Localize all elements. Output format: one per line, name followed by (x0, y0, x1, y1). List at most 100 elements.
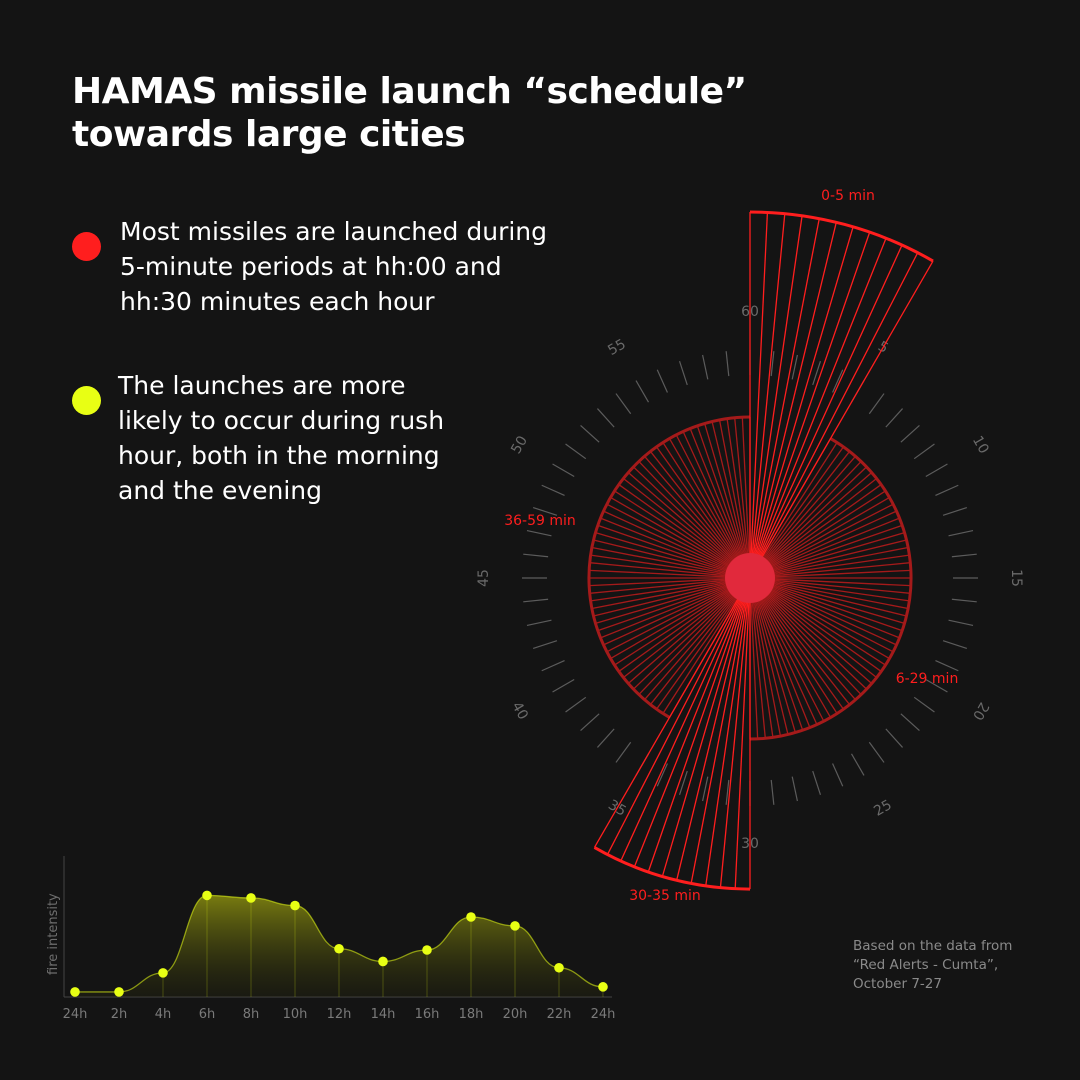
radial-ray (763, 554, 910, 577)
radial-ray (668, 438, 744, 567)
dial-tick (678, 770, 688, 796)
radial-ray (753, 231, 871, 565)
radial-segment-arc (749, 210, 934, 263)
radial-ray (759, 587, 862, 695)
dial-tick (791, 354, 798, 380)
radial-ray (589, 578, 737, 587)
segment-label: 36-59 min (504, 513, 576, 529)
radial-ray (756, 438, 832, 567)
dial-tick (925, 678, 948, 693)
area-y-axis-label: fire intensity (46, 893, 61, 975)
dial-tick (656, 763, 668, 787)
dial-label: 10 (969, 433, 992, 456)
area-data-point (378, 956, 388, 967)
radial-ray (741, 417, 750, 565)
dial-tick (523, 598, 549, 603)
source-line: October 7-27 (853, 976, 942, 992)
radial-ray (759, 466, 867, 569)
radial-ray (597, 524, 737, 575)
source-line: “Red Alerts - Cumta”, (853, 957, 999, 973)
radial-ray (762, 503, 894, 573)
radial-ray (762, 517, 900, 574)
area-x-tick-label: 4h (155, 1007, 172, 1022)
dial-tick (948, 530, 974, 537)
area-data-point (158, 968, 168, 978)
area-x-tick-label: 8h (243, 1007, 260, 1022)
area-data-point (422, 945, 432, 955)
dial-tick (541, 484, 565, 496)
dial-tick (725, 351, 730, 377)
dial-tick (868, 741, 885, 763)
dial-tick (832, 763, 844, 787)
dial-tick (580, 713, 600, 732)
radial-segment (587, 415, 751, 719)
radial-ray (614, 585, 739, 666)
dial-tick (615, 393, 632, 415)
dial-tick (948, 619, 974, 626)
radial-ray (623, 586, 740, 679)
radial-ray (752, 591, 782, 737)
radial-ray (610, 584, 739, 660)
dial-tick (868, 393, 885, 415)
radial-ray (750, 591, 766, 739)
radial-ray (761, 585, 882, 672)
radial-ray (763, 581, 903, 632)
title-line: HAMAS missile launch “schedule” (72, 71, 747, 112)
title-line: towards large cities (72, 114, 466, 155)
radial-ray (760, 472, 873, 570)
bullet-point-rush-hour: The launches are more likely to occur du… (72, 368, 502, 508)
radial-ray (603, 583, 738, 646)
dial-tick (812, 360, 822, 386)
radial-ray (633, 466, 741, 569)
radial-ray (662, 442, 743, 567)
segment-label: 6-29 min (896, 671, 959, 687)
area-x-tick-label: 22h (547, 1007, 572, 1022)
radial-ray (662, 589, 743, 714)
dial-tick (942, 506, 968, 516)
area-x-tick-labels: 24h 2h 4h 6h 8h 10h 12h 14h 16h 18h 20h 22h 24h (63, 1007, 616, 1022)
radial-ray (755, 244, 903, 566)
radial-ray (757, 446, 844, 567)
radial-ray (761, 490, 886, 571)
radial-ray (591, 580, 737, 610)
radial-segment-arc (587, 415, 751, 719)
red-dot-icon (72, 232, 101, 261)
dial-tick (935, 660, 959, 672)
radial-ray (761, 496, 890, 572)
dial-tick (791, 776, 798, 802)
bullet-line: hour, both in the morning (118, 441, 440, 470)
dial-tick (951, 598, 977, 603)
radial-ray (719, 591, 750, 888)
radial-center-dot (725, 553, 775, 603)
dial-tick (526, 530, 552, 537)
radial-ray (718, 419, 748, 565)
area-x-tick-label: 16h (415, 1007, 440, 1022)
area-data-point (554, 962, 564, 973)
area-x-tick-label: 24h (591, 1007, 616, 1022)
area-data-point (598, 982, 608, 992)
radial-ray (751, 215, 803, 565)
area-data-point (114, 987, 124, 997)
radial-ray (761, 584, 890, 660)
radial-ray (753, 591, 804, 731)
radial-ray (757, 589, 838, 714)
data-source-note: Based on the data from “Red Alerts - Cum… (853, 937, 1073, 994)
radial-ray (753, 226, 854, 565)
area-data-point (510, 921, 520, 931)
radial-ray (638, 587, 741, 695)
dial-tick (526, 619, 552, 626)
area-data-point (290, 900, 300, 911)
radial-ray (751, 591, 774, 738)
segment-label: 0-5 min (821, 188, 875, 204)
dial-tick (850, 753, 865, 776)
dial-tick (580, 424, 600, 443)
radial-ray (620, 590, 745, 862)
radial-ray (734, 591, 750, 889)
radial-ray (589, 562, 737, 578)
dial-tick (596, 728, 615, 748)
area-data-point (70, 987, 80, 997)
area-x-tick-label: 6h (199, 1007, 216, 1022)
dial-tick (552, 463, 575, 478)
dial-tick (702, 354, 709, 380)
